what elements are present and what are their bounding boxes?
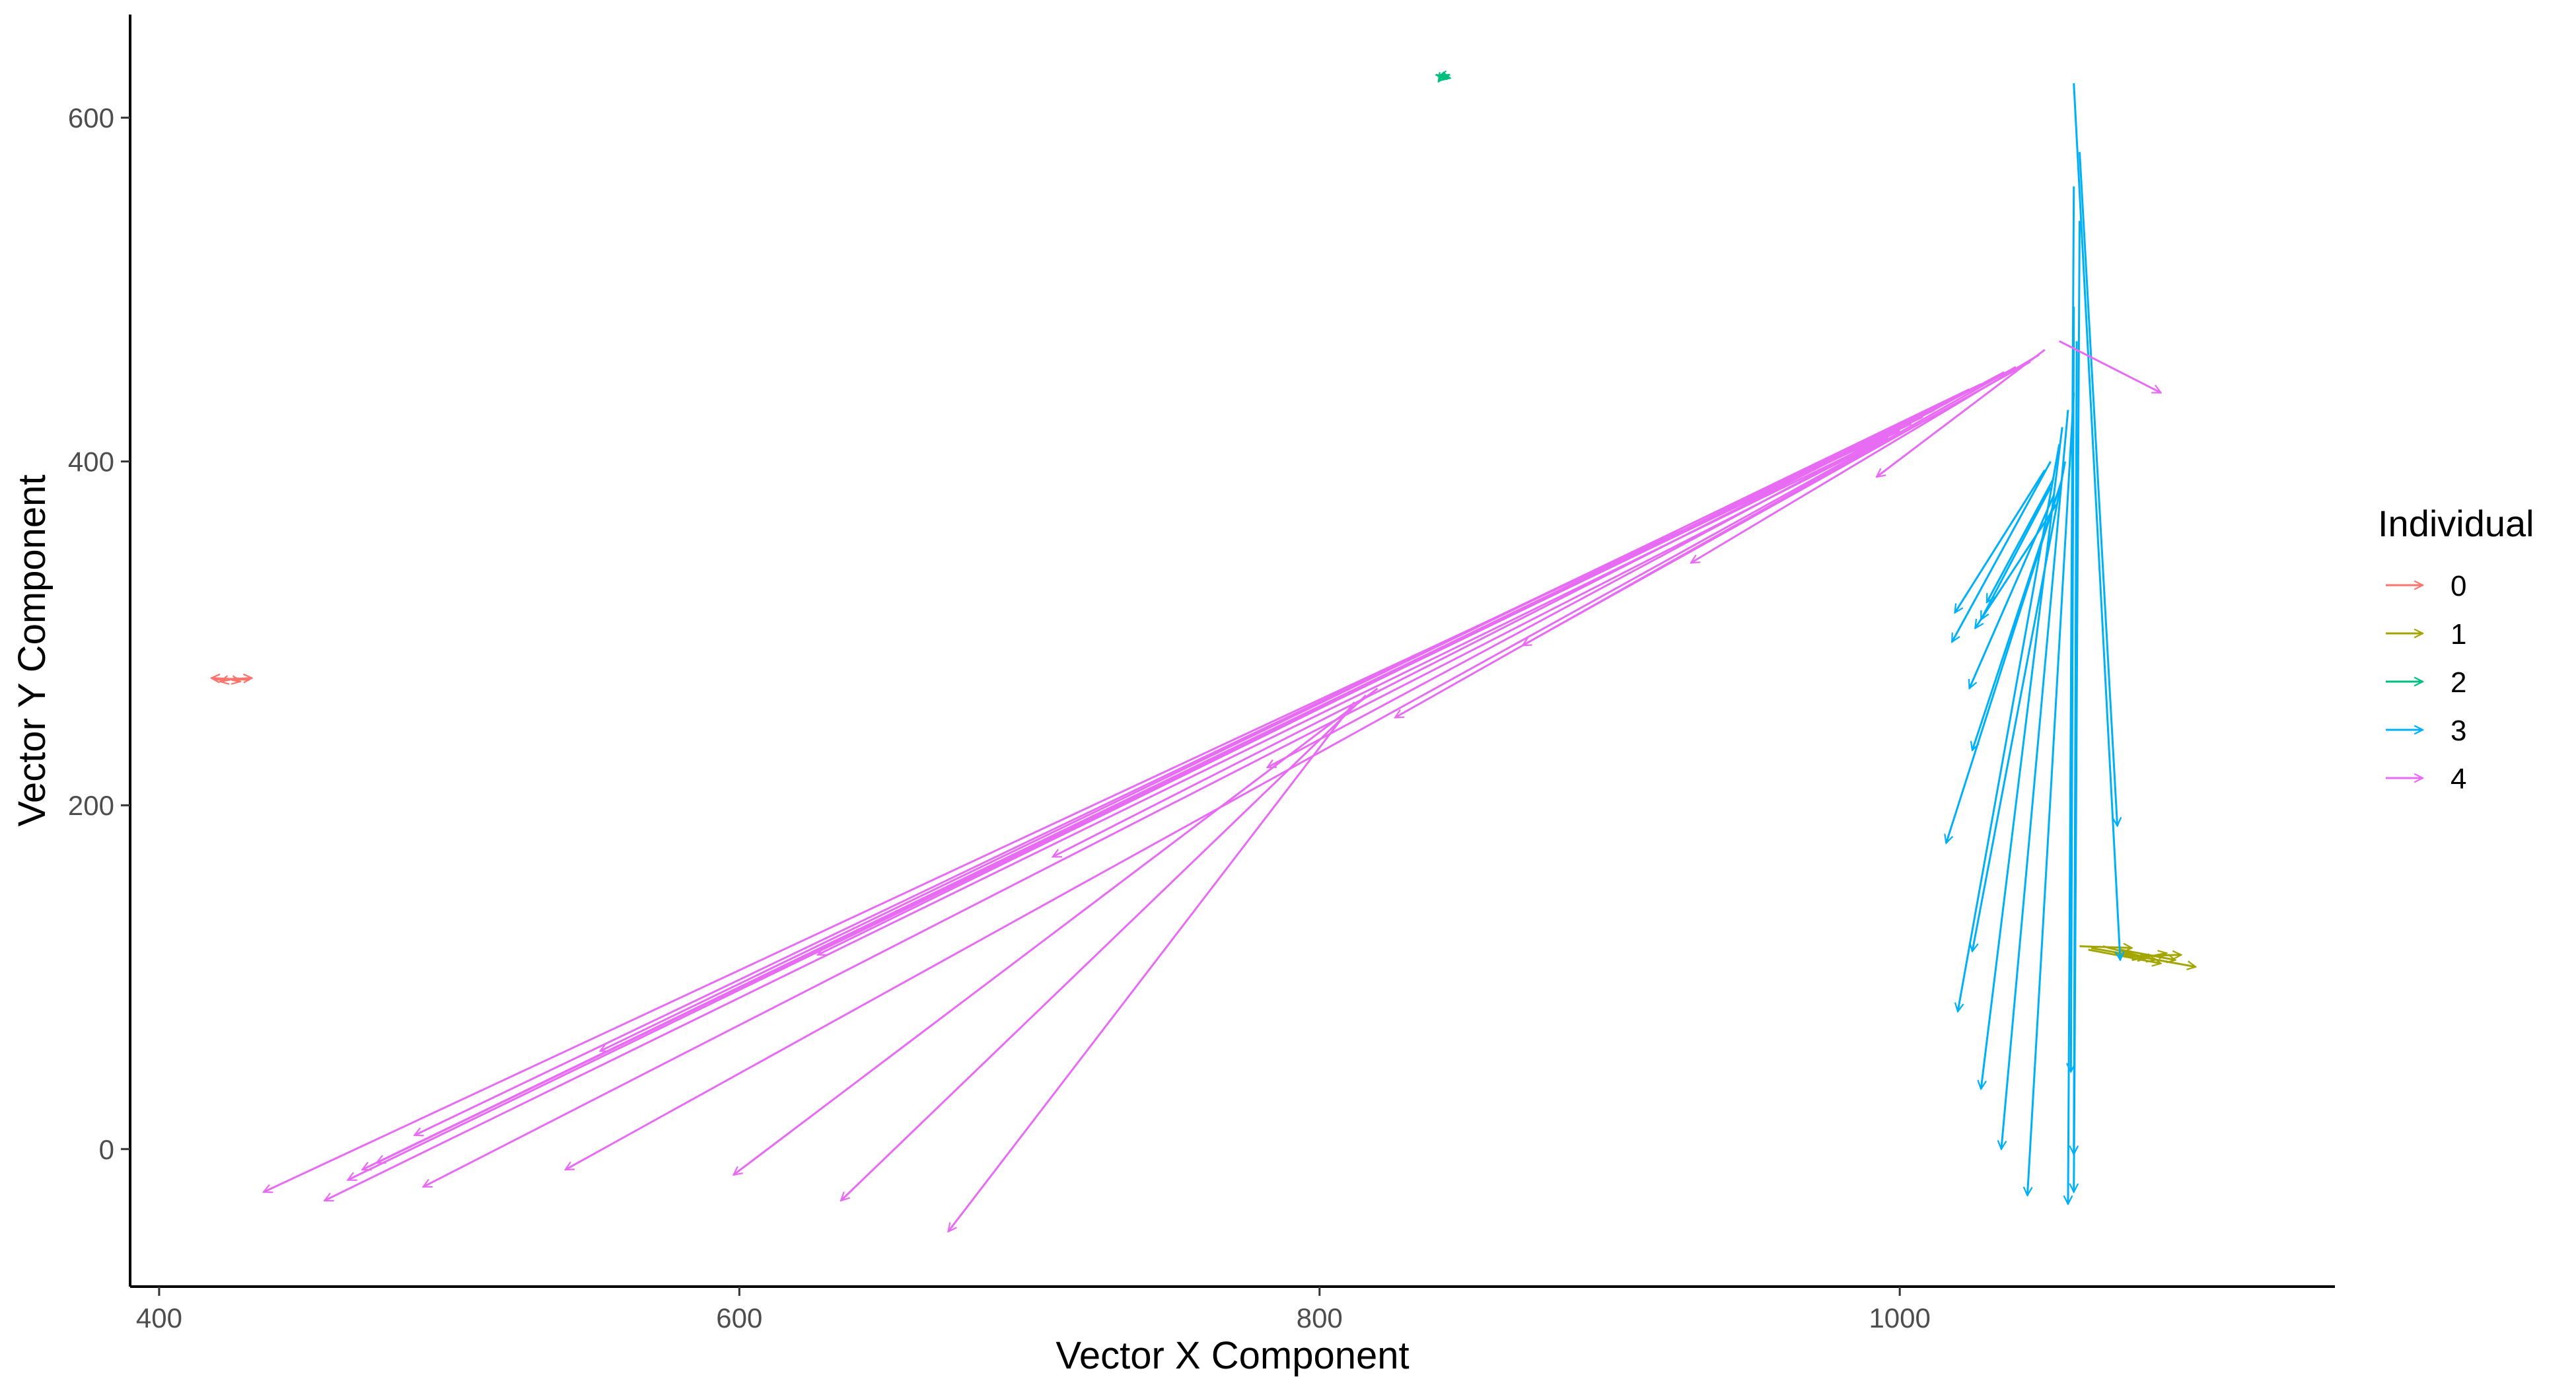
plot-area	[211, 73, 2196, 1231]
vector-arrow	[734, 688, 1378, 1175]
vector-arrow	[232, 680, 240, 682]
y-tick-label: 400	[68, 446, 114, 478]
legend-label: 3	[2451, 715, 2466, 747]
vector-arrow	[1980, 487, 2052, 620]
legend: Individual 0 1 2 3 4	[2378, 503, 2534, 795]
legend-item: 2	[2386, 666, 2466, 699]
vector-arrow	[1877, 349, 2046, 478]
legend-item: 4	[2386, 763, 2466, 795]
legend-item: 1	[2386, 618, 2466, 651]
y-axis-title: Vector Y Component	[11, 474, 54, 826]
vector-arrow	[2071, 306, 2073, 1071]
vector-arrow	[1986, 478, 2055, 602]
legend-item: 0	[2386, 570, 2466, 602]
legend-title: Individual	[2378, 503, 2534, 544]
legend-label: 1	[2451, 618, 2466, 651]
vector-arrow	[841, 694, 1367, 1201]
vector-arrow	[1439, 75, 1450, 77]
series-0	[211, 678, 252, 682]
series-4	[264, 340, 2161, 1232]
vector-arrow	[1950, 460, 2052, 642]
x-tick-label: 1000	[1869, 1302, 1930, 1334]
vector-arrow	[423, 436, 1889, 1188]
axes	[129, 15, 2335, 1288]
x-axis-title: Vector X Component	[1055, 1334, 1409, 1377]
vector-arrow	[1970, 495, 2055, 689]
series-2	[1435, 73, 1450, 81]
y-tick-label: 0	[99, 1134, 114, 1165]
vector-arrow	[2059, 340, 2161, 394]
vector-arrow	[220, 678, 238, 682]
x-tick-label: 400	[136, 1302, 182, 1334]
y-tick-label: 600	[68, 102, 114, 133]
vector-arrow	[948, 701, 1355, 1232]
vector-arrow	[2079, 946, 2131, 948]
vector-arrow	[414, 395, 1958, 1135]
vector-arrow	[1395, 366, 2017, 719]
vector-arrow	[264, 423, 1912, 1191]
vector-arrow	[2078, 152, 2117, 826]
vector-arrow	[324, 429, 1900, 1202]
x-tick-label: 800	[1297, 1302, 1343, 1334]
series-3	[1946, 83, 2120, 1204]
y-tick-label: 200	[68, 790, 114, 821]
vector-arrow	[2001, 409, 2069, 1149]
legend-label: 4	[2451, 763, 2466, 795]
series-1	[2079, 946, 2196, 967]
vector-arrow	[1981, 427, 2063, 1089]
vector-arrow	[376, 415, 1923, 1164]
vector-arrow	[2027, 392, 2075, 1195]
legend-label: 2	[2451, 666, 2466, 699]
vector-arrow	[1972, 461, 2067, 952]
vector-arrow	[2073, 83, 2120, 960]
vector-arrow	[1955, 469, 2046, 613]
legend-label: 0	[2451, 570, 2466, 602]
ticks: 400 600 800 1000 0 200 400 600	[68, 102, 1931, 1334]
legend-item: 3	[2386, 715, 2466, 747]
vector-arrow	[1975, 503, 2057, 628]
x-tick-label: 600	[716, 1302, 762, 1334]
vector-arrow	[1972, 495, 2057, 750]
vector-arrow	[2131, 953, 2167, 961]
vector-arrow	[2074, 341, 2077, 1155]
